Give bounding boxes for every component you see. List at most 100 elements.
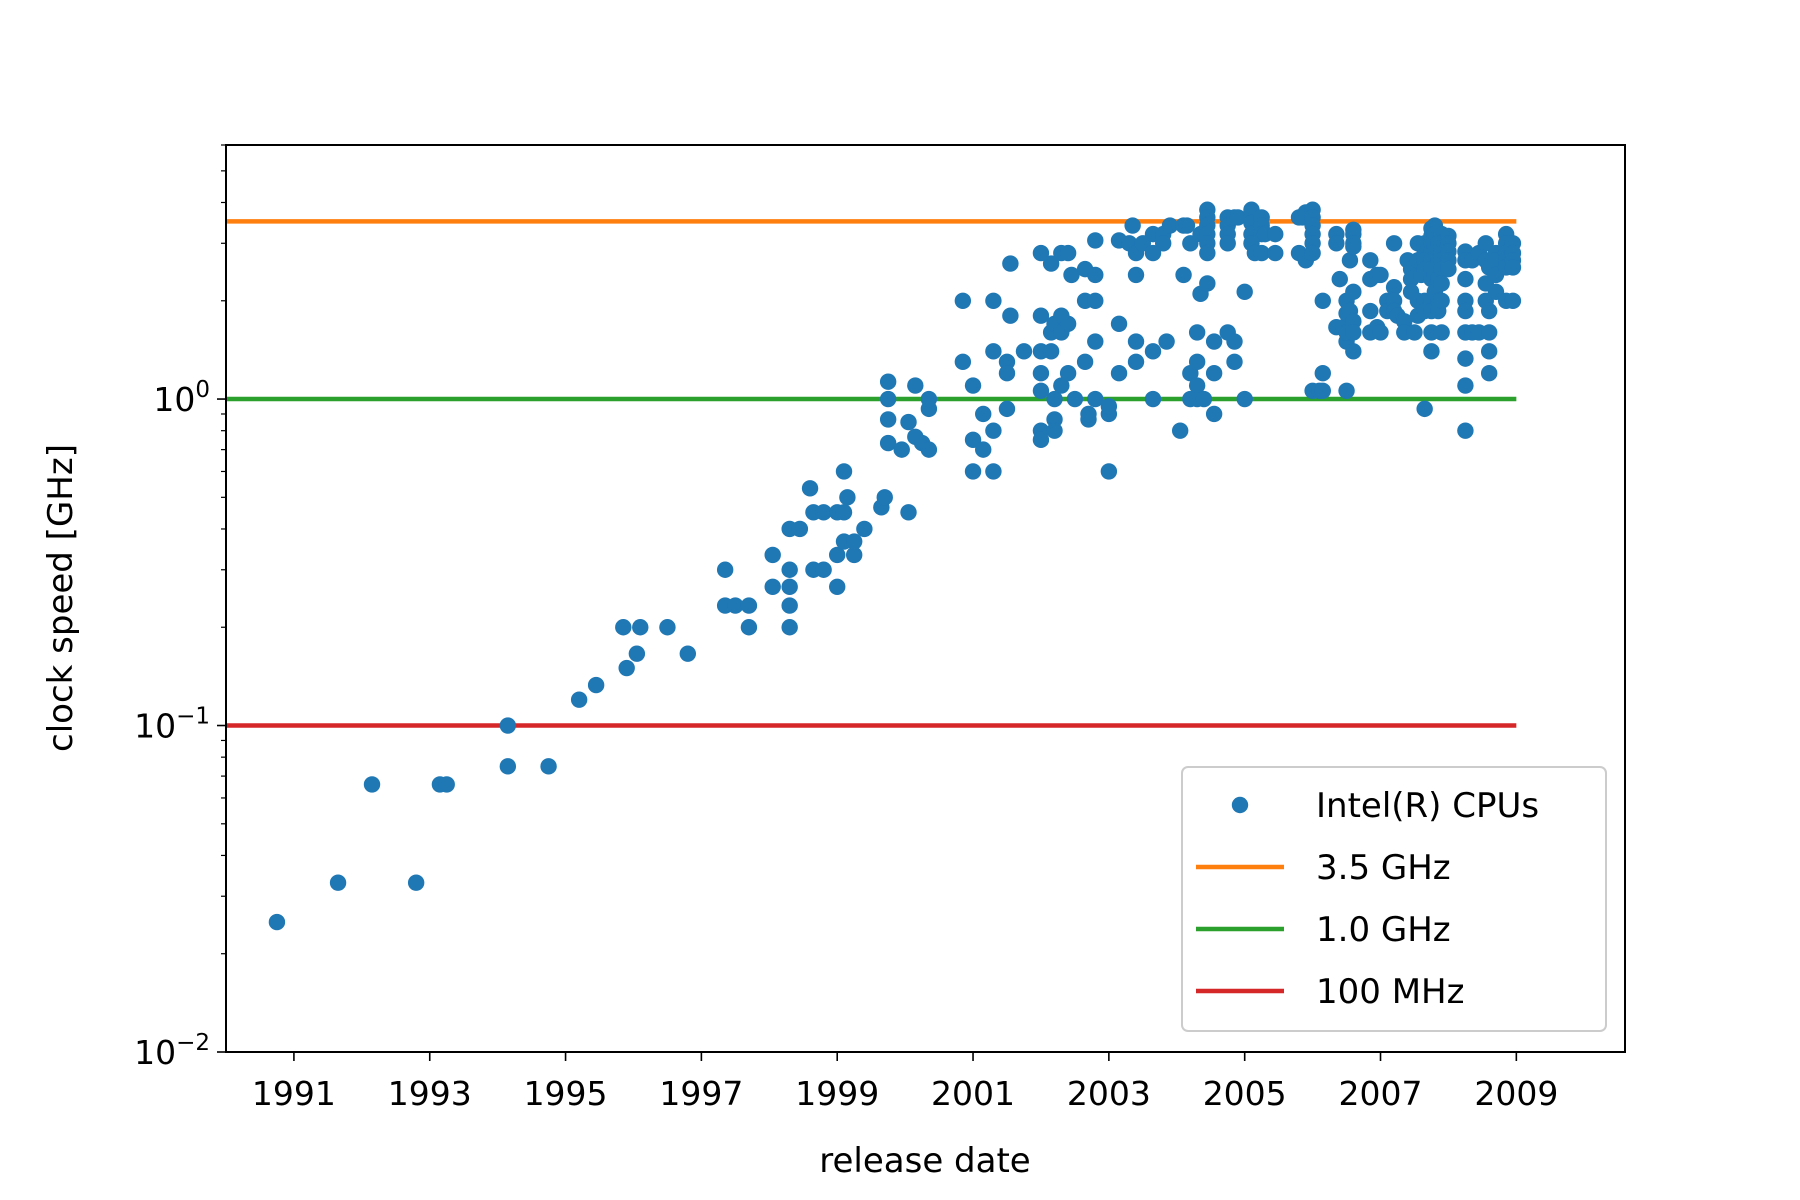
- data-point: [1032, 431, 1050, 449]
- data-point: [716, 561, 734, 578]
- data-point: [839, 489, 856, 506]
- data-point: [1032, 382, 1050, 399]
- data-point: [876, 489, 893, 506]
- data-point: [1127, 353, 1145, 371]
- data-point: [1059, 364, 1077, 382]
- data-point: [1385, 235, 1403, 252]
- x-tick-label: 1991: [252, 1074, 336, 1113]
- legend-entry-label: Intel(R) CPUs: [1316, 786, 1539, 826]
- data-point: [998, 400, 1016, 418]
- data-point: [1002, 307, 1019, 324]
- data-point: [438, 776, 455, 793]
- data-point: [679, 645, 697, 662]
- data-point: [1144, 343, 1162, 360]
- data-point: [1161, 217, 1179, 234]
- data-point: [900, 413, 917, 431]
- legend-marker-scatter: [1231, 796, 1249, 814]
- data-point: [570, 691, 588, 708]
- data-point: [920, 441, 938, 458]
- data-point: [1328, 235, 1345, 252]
- y-axis-label: clock speed [GHz]: [41, 444, 81, 752]
- data-point: [1032, 307, 1050, 324]
- data-point: [1199, 275, 1216, 292]
- x-axis: 1991 1993 1995 1997 1999 2001 2003 2005 2007 2009: [252, 1052, 1558, 1113]
- data-point: [1046, 411, 1063, 428]
- data-point: [964, 463, 982, 480]
- data-point: [835, 463, 853, 480]
- data-point: [1314, 364, 1331, 382]
- data-point: [975, 405, 992, 423]
- legend-entry-label: 3.5 GHz: [1316, 848, 1451, 888]
- data-point: [781, 561, 798, 578]
- data-point: [1372, 324, 1389, 341]
- data-point: [845, 533, 863, 550]
- data-point: [587, 676, 605, 694]
- data-point: [1127, 266, 1145, 284]
- legend-box: [1181, 766, 1607, 1032]
- data-point: [1178, 217, 1196, 234]
- data-point: [1345, 238, 1362, 255]
- data-point: [1314, 292, 1331, 309]
- data-point: [1059, 315, 1077, 333]
- data-point: [1100, 463, 1118, 480]
- data-point: [964, 431, 982, 449]
- legend-entry-label: 1.0 GHz: [1316, 910, 1451, 950]
- data-point: [954, 292, 972, 309]
- data-point: [1046, 390, 1063, 408]
- data-point: [1267, 225, 1284, 243]
- data-point: [1338, 382, 1355, 399]
- x-tick-label: 2003: [1067, 1074, 1151, 1113]
- data-point: [1205, 364, 1223, 382]
- data-point: [764, 578, 781, 596]
- data-point: [1053, 377, 1070, 394]
- data-point: [781, 619, 798, 636]
- x-tick-label: 2007: [1339, 1074, 1423, 1113]
- data-point: [329, 874, 347, 891]
- data-point: [1188, 324, 1206, 341]
- data-point: [1066, 390, 1084, 408]
- y-axis: 10−2 10−1 100: [134, 144, 226, 1072]
- data-point: [1267, 244, 1284, 262]
- data-point: [1433, 275, 1450, 292]
- data-point: [879, 373, 897, 390]
- data-point: [829, 578, 846, 596]
- data-point: [1124, 217, 1141, 234]
- data-point: [954, 353, 972, 371]
- data-point: [1046, 422, 1063, 439]
- data-point: [1171, 422, 1189, 439]
- data-point: [1205, 405, 1223, 423]
- data-point: [1236, 390, 1253, 408]
- data-point: [845, 546, 863, 564]
- data-point: [659, 619, 676, 636]
- x-axis-label: release date: [819, 1141, 1030, 1181]
- data-point: [998, 353, 1016, 371]
- data-point: [618, 659, 635, 677]
- data-point: [985, 343, 1002, 360]
- data-point: [1219, 235, 1236, 252]
- data-point: [1158, 333, 1175, 350]
- data-point: [985, 292, 1002, 309]
- data-point: [1504, 259, 1522, 276]
- data-point: [781, 578, 798, 596]
- data-point: [856, 520, 873, 538]
- data-point: [1032, 364, 1050, 382]
- data-point: [1362, 302, 1379, 320]
- data-point: [1345, 283, 1362, 301]
- data-point: [985, 463, 1002, 480]
- data-point: [1002, 255, 1019, 272]
- data-point: [1440, 260, 1457, 278]
- data-point: [791, 520, 809, 538]
- data-point: [1042, 343, 1060, 360]
- x-tick-label: 1993: [388, 1074, 472, 1113]
- data-point: [1229, 209, 1247, 226]
- data-point: [1480, 364, 1498, 382]
- y-tick-label: 100: [153, 377, 210, 419]
- data-point: [1457, 350, 1474, 367]
- data-point: [1331, 270, 1348, 288]
- data-point: [1416, 400, 1433, 418]
- data-point: [1457, 302, 1474, 320]
- data-point: [1144, 390, 1162, 408]
- data-point: [1110, 364, 1128, 382]
- data-point: [407, 874, 425, 891]
- data-point: [815, 504, 832, 521]
